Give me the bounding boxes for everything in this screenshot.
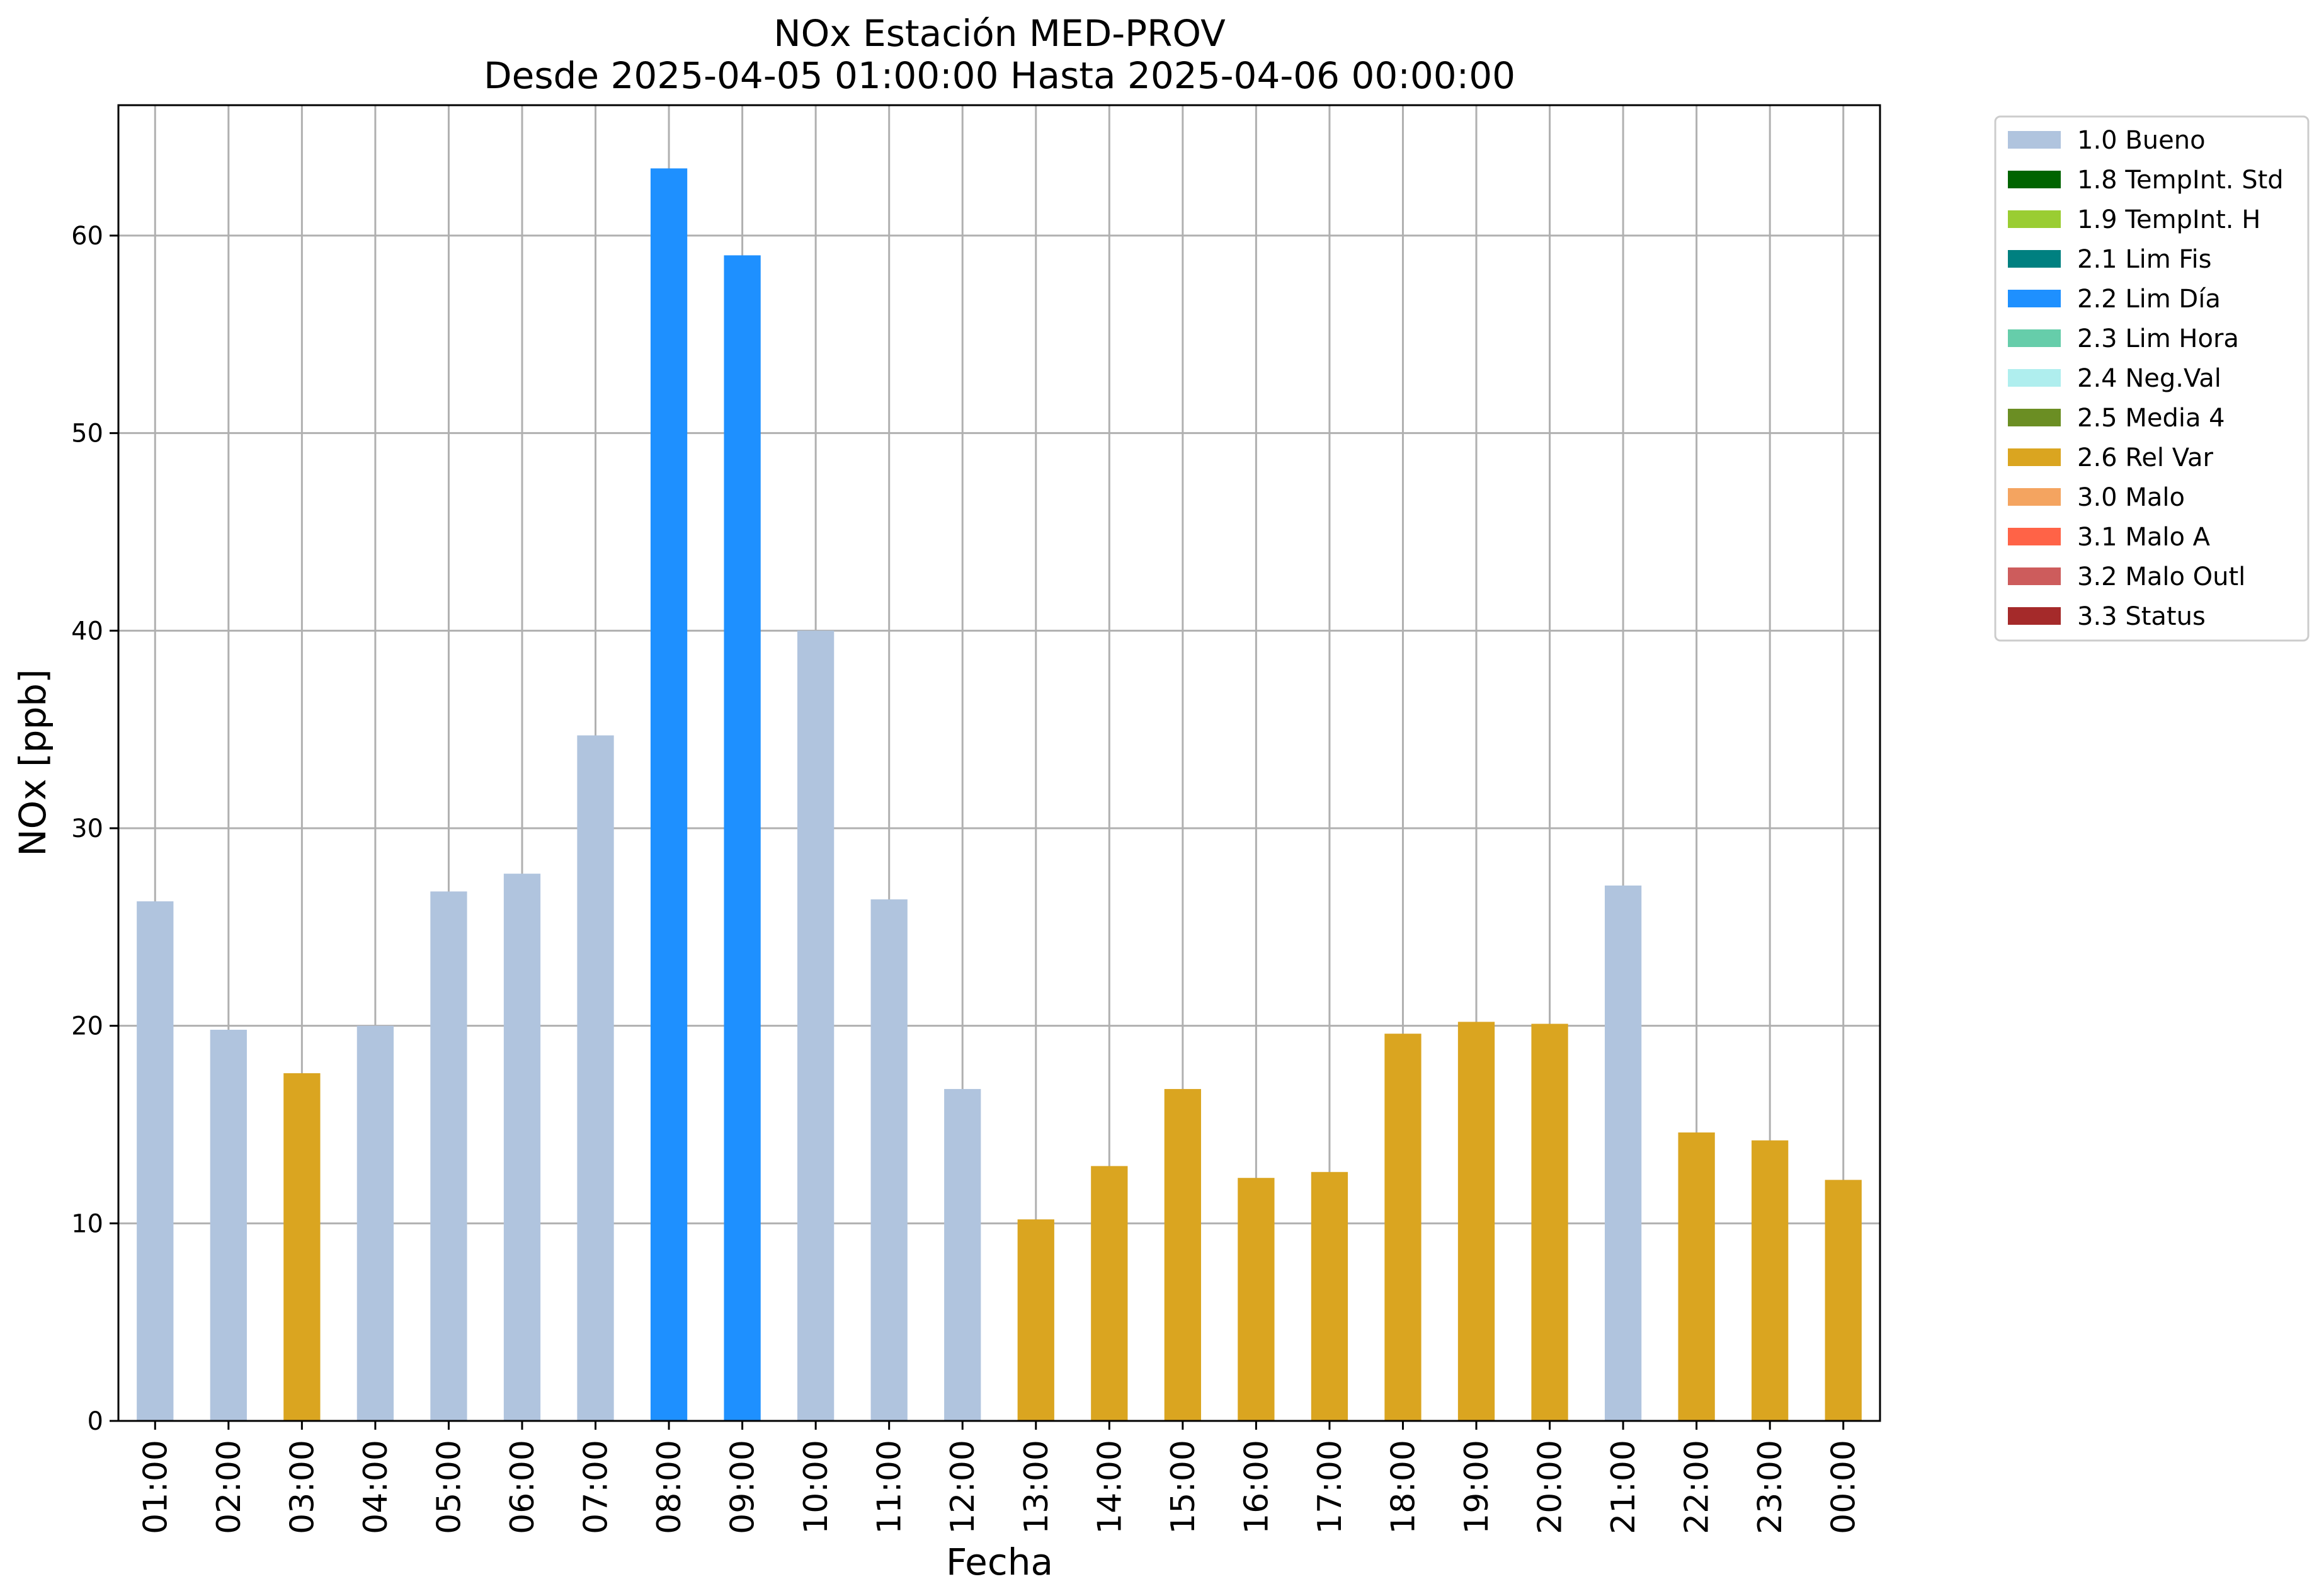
legend-swatch — [2008, 488, 2061, 506]
legend-swatch — [2008, 131, 2061, 149]
legend-item-label: 2.4 Neg.Val — [2077, 364, 2221, 393]
legend-item-label: 2.5 Media 4 — [2077, 404, 2225, 433]
chart-title: NOx Estación MED-PROV — [773, 12, 1226, 55]
x-tick-label: 11:00 — [871, 1440, 909, 1534]
bar-23:00 — [1752, 1140, 1789, 1421]
x-tick-label: 09:00 — [724, 1440, 762, 1534]
x-tick-label: 21:00 — [1605, 1440, 1643, 1534]
y-tick-label: 20 — [71, 1012, 103, 1041]
x-tick-label: 04:00 — [357, 1440, 395, 1534]
legend-item-label: 3.0 Malo — [2077, 483, 2185, 512]
x-tick-label: 15:00 — [1165, 1440, 1202, 1534]
x-tick-label: 22:00 — [1678, 1440, 1716, 1534]
bar-22:00 — [1678, 1132, 1715, 1421]
plot-frame — [117, 104, 1881, 1422]
legend-item-label: 2.1 Lim Fis — [2077, 245, 2211, 274]
bar-10:00 — [797, 630, 835, 1421]
x-tick-label: 23:00 — [1752, 1440, 1789, 1534]
x-tick-label: 06:00 — [504, 1440, 542, 1534]
y-tick-label: 30 — [71, 814, 103, 843]
x-tick-label: 01:00 — [137, 1440, 174, 1534]
bar-05:00 — [430, 891, 467, 1421]
legend-swatch — [2008, 528, 2061, 545]
legend-swatch — [2008, 171, 2061, 188]
legend-swatch — [2008, 329, 2061, 347]
x-tick-label: 20:00 — [1532, 1440, 1570, 1534]
bar-16:00 — [1238, 1178, 1275, 1421]
bar-12:00 — [944, 1089, 981, 1421]
legend-swatch — [2008, 409, 2061, 426]
bar-08:00 — [650, 168, 688, 1422]
bar-18:00 — [1384, 1034, 1422, 1421]
legend: 1.0 Bueno 1.8 TempInt. Std 1.9 TempInt. H 2… — [1994, 115, 2310, 642]
y-tick-label: 50 — [71, 419, 103, 448]
bar-00:00 — [1825, 1180, 1862, 1421]
y-tick-label: 40 — [71, 617, 103, 646]
x-tick-label: 19:00 — [1458, 1440, 1496, 1534]
x-tick-label: 02:00 — [210, 1440, 248, 1534]
x-axis-ticks: 01:00 02:00 03:00 04:00 05:00 06:00 07:00 08:00… — [137, 1421, 1863, 1534]
bar-17:00 — [1311, 1171, 1348, 1421]
legend-swatch — [2008, 567, 2061, 585]
x-tick-label: 00:00 — [1825, 1440, 1863, 1534]
legend-item-label: 2.2 Lim Día — [2077, 285, 2221, 314]
y-tick-label: 60 — [71, 222, 103, 251]
legend-swatch — [2008, 607, 2061, 625]
legend-item-label: 3.3 Status — [2077, 602, 2206, 631]
bar-15:00 — [1164, 1089, 1201, 1421]
bar-13:00 — [1017, 1219, 1054, 1421]
x-axis-label: Fecha — [946, 1541, 1053, 1583]
bar-20:00 — [1531, 1023, 1568, 1421]
bar-11:00 — [870, 899, 908, 1421]
x-tick-label: 14:00 — [1091, 1440, 1129, 1534]
legend-swatch — [2008, 250, 2061, 268]
x-tick-label: 08:00 — [651, 1440, 688, 1534]
x-tick-label: 13:00 — [1018, 1440, 1056, 1534]
legend-swatch — [2008, 369, 2061, 387]
legend-item-label: 1.9 TempInt. H — [2077, 205, 2260, 234]
bar-02:00 — [210, 1029, 247, 1421]
bar-19:00 — [1457, 1022, 1495, 1421]
legend-item-label: 1.0 Bueno — [2077, 126, 2206, 155]
legend-item-label: 2.3 Lim Hora — [2077, 324, 2239, 353]
bar-01:00 — [137, 901, 174, 1421]
x-tick-label: 17:00 — [1311, 1440, 1349, 1534]
bar-07:00 — [577, 735, 614, 1421]
legend-frame — [1994, 115, 2310, 642]
y-axis-label: NOx [ppb] — [11, 669, 54, 857]
legend-item-label: 3.2 Malo Outl — [2077, 562, 2245, 591]
x-tick-label: 05:00 — [430, 1440, 468, 1534]
x-tick-label: 12:00 — [944, 1440, 982, 1534]
bar-21:00 — [1604, 885, 1642, 1421]
legend-swatch — [2008, 210, 2061, 228]
x-tick-label: 10:00 — [797, 1440, 835, 1534]
y-tick-label: 0 — [88, 1407, 103, 1436]
legend-item-label: 2.6 Rel Var — [2077, 443, 2214, 472]
bar-09:00 — [724, 255, 761, 1421]
bar-03:00 — [283, 1073, 321, 1421]
x-tick-label: 07:00 — [578, 1440, 615, 1534]
x-tick-label: 03:00 — [283, 1440, 321, 1534]
y-axis-ticks: 0 10 20 30 40 50 60 — [71, 222, 118, 1436]
legend-item-label: 3.1 Malo A — [2077, 523, 2211, 552]
legend-swatch — [2008, 290, 2061, 307]
bar-04:00 — [356, 1025, 394, 1421]
x-tick-label: 18:00 — [1384, 1440, 1422, 1534]
legend-swatch — [2008, 448, 2061, 466]
legend-item-label: 1.8 TempInt. Std — [2077, 166, 2284, 195]
x-tick-label: 16:00 — [1238, 1440, 1275, 1534]
bars — [137, 168, 1862, 1422]
bar-06:00 — [503, 874, 541, 1421]
chart-subtitle: Desde 2025-04-05 01:00:00 Hasta 2025-04-… — [484, 54, 1515, 97]
y-tick-label: 10 — [71, 1209, 103, 1238]
bar-14:00 — [1091, 1166, 1128, 1421]
